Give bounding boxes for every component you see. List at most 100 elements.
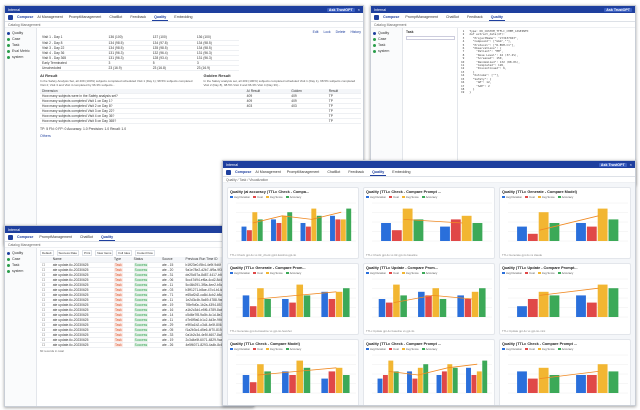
tab-chatbot[interactable]: ChatBot [79,235,93,239]
sidebar-item-task[interactable]: Task [7,42,34,48]
tab-feedback[interactable]: Feedback [130,15,147,19]
bar[interactable] [242,295,250,317]
bar[interactable] [343,288,350,317]
toolbar-button[interactable]: Default [40,250,54,256]
bar[interactable] [328,371,336,393]
bar[interactable] [608,219,619,241]
bar[interactable] [289,375,296,393]
bar[interactable] [413,219,424,241]
bar[interactable] [527,299,538,317]
chart-card[interactable]: Quality (TTLc Update - Compare Prompt...… [499,263,631,335]
tab-prompt[interactable]: PromptManagement [405,15,438,19]
row-checkbox[interactable]: ☐ [40,307,51,313]
bar[interactable] [597,208,608,241]
table-row[interactable]: ☐ ate update-tlc-20230625 Task Success ate -… [40,327,251,333]
bar[interactable] [472,223,483,241]
row-checkbox[interactable]: ☐ [40,267,51,273]
chart-card[interactable]: Quality (TTLc Generate - Compare Model) A… [499,187,631,259]
toolbar-button[interactable]: Full Idea [116,250,132,256]
bar[interactable] [549,295,560,317]
bar[interactable] [393,371,399,393]
bar[interactable] [608,288,619,317]
bar[interactable] [249,382,257,393]
bar[interactable] [457,295,464,317]
ask-button[interactable]: Ask TrustOPT [604,7,632,12]
table-row[interactable]: ☐ ate update-tlc-20230625 Task Success ate -… [40,297,251,303]
bar[interactable] [303,295,311,317]
bar[interactable] [400,295,407,317]
task-select[interactable] [406,36,455,40]
bar[interactable] [482,360,488,393]
sidebar-item[interactable]: Case [373,36,400,42]
bar[interactable] [335,291,343,317]
bar[interactable] [330,215,335,241]
table-row[interactable]: ☐ ate update-tlc-20230625 Task Success ate -… [40,337,251,343]
bar[interactable] [586,226,597,241]
bar[interactable] [597,284,608,317]
tab-chatbot[interactable]: ChatBot [109,15,123,19]
bar[interactable] [549,375,560,393]
bar[interactable] [517,306,527,317]
sidebar-item[interactable]: Task [7,262,34,268]
sidebar-item[interactable]: Task [373,42,400,48]
row-checkbox[interactable]: ☐ [40,302,51,308]
bar[interactable] [391,230,402,241]
bar[interactable] [517,371,527,393]
tab-prompt[interactable]: PromptManagement [286,170,320,174]
bar[interactable] [276,223,282,241]
row-checkbox[interactable]: ☐ [40,287,51,293]
table-row[interactable]: ☐ ate update-tlc-20230625 Task Success ate -… [40,292,251,298]
chart-card[interactable]: Quality (ai accuracy (TTLc Check - Compa… [227,187,359,259]
toolbar-button[interactable]: Coolet Flow [134,250,155,256]
chart-card[interactable]: Quality (TTLc Check - Compare Prompt ...… [363,339,495,405]
bar[interactable] [316,215,322,241]
bar[interactable] [608,371,619,393]
edit-button[interactable]: Edit [312,30,319,34]
bar[interactable] [343,375,350,393]
bar[interactable] [385,302,393,317]
bar[interactable] [382,375,388,393]
table-row[interactable]: ☐ ate update-tlc-20230625 Task Success ate -… [40,277,251,283]
bar[interactable] [246,230,252,241]
bar[interactable] [440,226,450,241]
bar[interactable] [466,367,471,393]
bar[interactable] [257,288,264,317]
sidebar-item-case[interactable]: Case [7,36,34,42]
bar[interactable] [282,299,289,317]
ask-button[interactable]: Ask TrustOPT [326,7,355,12]
tab-quality[interactable]: Quality [370,169,387,176]
bar[interactable] [586,302,597,317]
row-checkbox[interactable]: ☐ [40,312,51,318]
sidebar-item-quality[interactable]: Quality [7,30,34,36]
bar[interactable] [447,364,453,393]
row-checkbox[interactable]: ☐ [40,277,51,283]
row-checkbox[interactable]: ☐ [40,327,51,333]
bar[interactable] [381,223,391,241]
bar[interactable] [335,219,341,241]
bar[interactable] [300,223,306,241]
bar[interactable] [538,291,549,317]
sidebar-item[interactable]: Quality [373,30,400,36]
tab-chatbot[interactable]: ChatBot [327,170,341,174]
bar[interactable] [388,360,394,393]
bar[interactable] [464,299,472,317]
lock-button[interactable]: Lock [323,30,331,34]
sidebar-item-system[interactable]: system [7,54,34,60]
table-row[interactable]: ☐ ate update-tlc-20230625 Task Success ate -… [40,282,251,288]
row-checkbox[interactable]: ☐ [40,272,51,278]
close-icon[interactable]: × [629,162,632,167]
toolbar-button[interactable]: Print [82,250,93,256]
table-row[interactable]: ☐ ate update-tlc-20230625 Task Success ate -… [40,272,251,278]
table-row[interactable]: ☐ ate update-tlc-20230625 Task Success ate -… [40,317,251,323]
tab-chatbot[interactable]: ChatBot [445,15,459,19]
toolbar-button[interactable]: New Items [95,250,114,256]
bar[interactable] [461,215,472,241]
table-row[interactable]: ☐ ate update-tlc-20230625 Task Success ate -… [40,332,251,338]
tab-quality[interactable]: Quality [98,234,116,241]
bar[interactable] [576,223,586,241]
tab-feedback[interactable]: Feedback [348,170,365,174]
bar[interactable] [432,288,440,317]
bar[interactable] [425,295,432,317]
tab-quality[interactable]: Quality [488,14,505,21]
bar[interactable] [527,233,538,241]
